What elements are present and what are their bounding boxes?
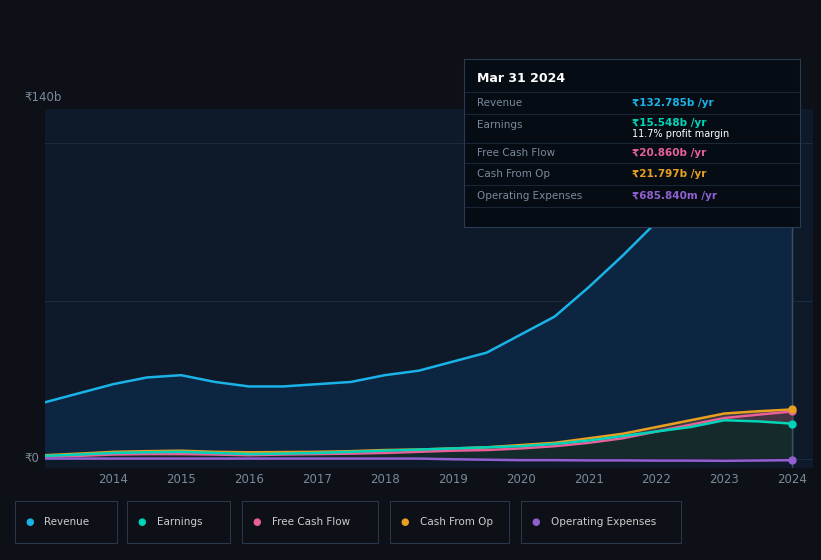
Text: ●: ● [532, 517, 540, 527]
Text: Cash From Op: Cash From Op [477, 169, 550, 179]
Text: ₹21.797b /yr: ₹21.797b /yr [632, 169, 707, 179]
Text: Operating Expenses: Operating Expenses [551, 517, 656, 527]
Text: 11.7% profit margin: 11.7% profit margin [632, 129, 729, 138]
Text: ₹20.860b /yr: ₹20.860b /yr [632, 148, 706, 158]
Text: ₹15.548b /yr: ₹15.548b /yr [632, 119, 707, 128]
Text: ₹140b: ₹140b [25, 91, 62, 104]
Text: Free Cash Flow: Free Cash Flow [272, 517, 350, 527]
Text: ●: ● [25, 517, 34, 527]
Text: ●: ● [138, 517, 146, 527]
Text: Revenue: Revenue [44, 517, 89, 527]
Text: ₹685.840m /yr: ₹685.840m /yr [632, 191, 718, 200]
Text: Mar 31 2024: Mar 31 2024 [477, 72, 566, 86]
Text: ₹132.785b /yr: ₹132.785b /yr [632, 99, 713, 108]
Text: Operating Expenses: Operating Expenses [477, 191, 583, 200]
Text: Earnings: Earnings [477, 120, 523, 130]
Text: Cash From Op: Cash From Op [420, 517, 493, 527]
Text: Earnings: Earnings [157, 517, 202, 527]
Text: ●: ● [253, 517, 261, 527]
Text: Free Cash Flow: Free Cash Flow [477, 148, 556, 158]
Text: ₹0: ₹0 [25, 452, 39, 465]
Text: Revenue: Revenue [477, 99, 522, 108]
Text: ●: ● [401, 517, 409, 527]
